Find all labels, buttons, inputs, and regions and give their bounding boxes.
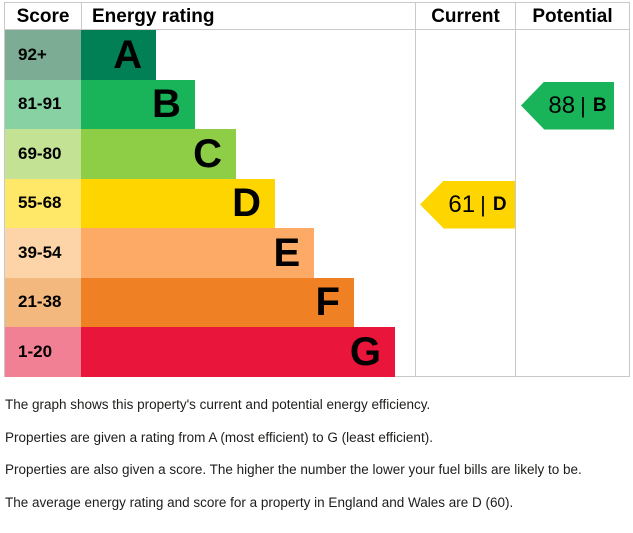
current-rating-arrow: 61 | D [420,180,515,229]
band-bar-a: A [81,30,157,80]
band-score-range: 69-80 [5,129,81,179]
potential-band-letter: B [592,94,607,116]
current-band-letter: D [492,193,507,215]
column-header-energy-rating: Energy rating [81,3,415,29]
current-column-cell [415,228,515,278]
epc-rating-table: Score Energy rating Current Potential 92… [4,2,630,377]
footer-line: The average energy rating and score for … [5,494,514,510]
band-bar-g: G [81,327,395,377]
band-row-c: 69-80 C [5,129,629,179]
footer-line: Properties are also given a score. The h… [5,462,582,477]
band-bar-b: B [81,79,195,129]
band-bar-d: D [81,178,276,228]
potential-rating-arrow: 88 | B [521,81,614,130]
band-letter: F [315,280,340,325]
current-column-cell [415,178,515,228]
current-column-cell [415,79,515,129]
potential-column-cell [515,327,629,377]
band-letter: E [273,230,301,275]
potential-score: 88 [548,91,576,119]
column-header-potential: Potential [515,3,629,29]
potential-column-cell [515,79,629,129]
band-letter: A [113,32,143,77]
potential-column-cell [515,277,629,327]
current-column-cell [415,327,515,377]
band-row-a: 92+ A [5,30,629,80]
band-row-g: 1-20 G [5,327,629,377]
band-bar-e: E [81,228,315,278]
score-band-separator: | [580,92,586,118]
footer-line: The graph shows this property's current … [5,397,431,412]
band-bar-f: F [81,277,354,327]
column-header-current: Current [415,3,515,29]
table-header: Score Energy rating Current Potential [5,3,629,30]
current-score: 61 [448,190,476,218]
current-column-cell [415,129,515,179]
band-letter: B [152,82,181,127]
footer-notes: The graph shows this property's current … [5,397,625,527]
band-score-range: 81-91 [5,79,81,129]
potential-column-cell [515,129,629,179]
current-column-cell [415,277,515,327]
band-letter: C [193,131,222,176]
band-score-range: 92+ [5,30,81,80]
band-row-d: 55-68 D [5,178,629,228]
band-row-e: 39-54 E [5,228,629,278]
score-band-separator: | [480,191,486,217]
band-row-f: 21-38 F [5,277,629,327]
band-score-range: 21-38 [5,277,81,327]
band-letter: G [349,329,381,374]
potential-column-cell [515,30,629,80]
potential-column-cell [515,228,629,278]
band-bar-c: C [81,129,236,179]
current-column-cell [415,30,515,80]
band-letter: D [232,181,262,226]
band-score-range: 55-68 [5,178,81,228]
band-score-range: 39-54 [5,228,81,278]
footer-line: Properties are given a rating from A (mo… [5,429,433,445]
band-score-range: 1-20 [5,327,81,377]
potential-column-cell [515,178,629,228]
band-row-b: 81-91 B [5,79,629,129]
column-header-score: Score [16,5,70,27]
